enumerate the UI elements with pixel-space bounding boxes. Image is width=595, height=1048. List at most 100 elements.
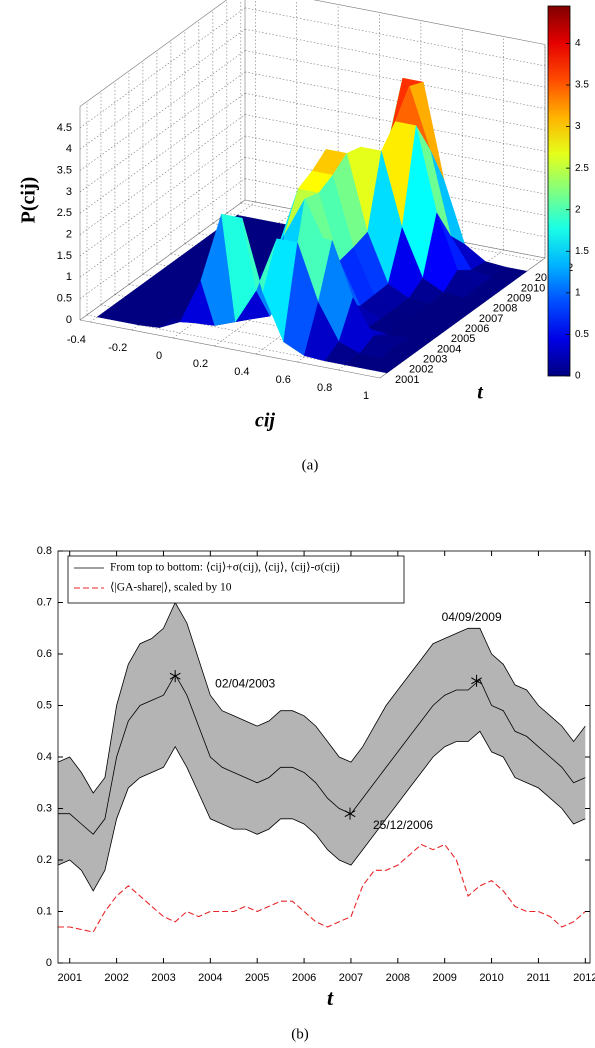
- grid-line: [79, 135, 246, 257]
- series-line: [57, 601, 586, 794]
- x-tick-label: 2003: [151, 972, 175, 984]
- star-marker: [344, 807, 356, 820]
- grid-line: [79, 114, 246, 235]
- x-tick-label: 2012: [573, 972, 595, 984]
- annotation: 02/04/2003: [215, 676, 275, 690]
- colorbar-tick-label: 0: [575, 371, 581, 382]
- colorbar-tick-label: 2.5: [575, 163, 589, 174]
- y-tick-label: 0.3: [37, 802, 52, 814]
- legend-box: [67, 555, 405, 604]
- x-axis-label: t: [327, 985, 334, 1010]
- y-tick-label: 2009: [507, 292, 531, 304]
- band-area: [58, 602, 586, 891]
- star-stroke: [344, 810, 356, 818]
- y-tick-label: 0.7: [37, 596, 52, 608]
- z-tick-label: 4.5: [57, 122, 72, 134]
- colorbar-tick-label: 1.5: [575, 246, 589, 257]
- colorbar-tick-label: 3: [575, 121, 581, 132]
- x-tick-label: 2009: [432, 972, 456, 984]
- y-tick-label: 0: [46, 957, 52, 969]
- z-tick-label: 1: [66, 271, 72, 283]
- y-tick-label: 2010: [521, 282, 545, 294]
- colorbar-tick-label: 2: [575, 204, 581, 215]
- x-tick-label: 2004: [198, 972, 222, 984]
- x-tick-label: 2001: [57, 972, 81, 984]
- z-tick-label: 0: [66, 314, 72, 326]
- x-tick-label: 0.8: [317, 382, 332, 394]
- colorbar: [547, 5, 571, 377]
- y-tick-label: 0.5: [37, 699, 52, 711]
- star-marker: [471, 674, 483, 687]
- z-tick-label: 4: [66, 143, 72, 155]
- x-tick-label: 2007: [339, 972, 363, 984]
- x-tick-label: 2006: [292, 972, 316, 984]
- x-tick-label: 0.6: [276, 374, 291, 386]
- y-tick-label: 2005: [451, 333, 475, 345]
- colorbar-tick-label: 0.5: [575, 329, 589, 340]
- x-tick-label: 2005: [245, 972, 269, 984]
- grid-line: [244, 50, 546, 109]
- y-tick-label: 2001: [395, 374, 419, 386]
- grid-line: [244, 7, 546, 67]
- x-tick-label: -0.4: [67, 334, 86, 346]
- grid-line: [79, 157, 246, 278]
- grid-line: [79, 28, 246, 150]
- grid-line: [244, 28, 546, 88]
- x-tick-label: 2002: [104, 972, 128, 984]
- y-tick-label: 2004: [437, 343, 461, 355]
- series-line: [57, 730, 586, 892]
- box-edge: [79, 319, 381, 379]
- x-tick-label: -0.2: [108, 342, 127, 354]
- y-tick-label: 0.4: [37, 751, 52, 763]
- z-tick-label: 3: [66, 186, 72, 198]
- grid-line: [79, 199, 246, 321]
- annotation: 04/09/2009: [442, 610, 502, 624]
- x-tick-label: 2010: [479, 972, 503, 984]
- box-edge: [79, 0, 227, 107]
- x-tick-label: 0: [156, 350, 162, 362]
- x-tick-label: 0.4: [234, 366, 249, 378]
- y-tick-label: 2008: [493, 303, 517, 315]
- y-tick-label: 2002: [409, 364, 433, 376]
- x-tick-label: 2008: [386, 972, 410, 984]
- z-axis-label: P(cij): [18, 177, 40, 224]
- series-line: [58, 843, 586, 933]
- x-tick-label: 1: [363, 390, 369, 402]
- y-tick-label: 0.6: [37, 648, 52, 660]
- grid-line: [79, 178, 246, 299]
- star-stroke: [169, 672, 181, 680]
- z-tick-label: 3.5: [57, 164, 72, 176]
- z-tick-label: 2: [66, 229, 72, 241]
- y-tick-label: 0.8: [37, 545, 52, 557]
- series-line: [58, 673, 586, 835]
- legend-label: ⟨|GA-share|⟩, scaled by 10: [110, 581, 232, 594]
- y-axis-label: t: [477, 382, 484, 404]
- y-tick-label: 2003: [423, 353, 447, 365]
- annotation: 25/12/2006: [373, 818, 433, 832]
- y-tick-label: 0.1: [37, 905, 52, 917]
- y-tick-label: 2006: [465, 323, 489, 335]
- z-tick-label: 2.5: [57, 207, 72, 219]
- grid-line: [79, 7, 246, 129]
- star-stroke: [471, 677, 483, 685]
- x-tick-label: 2011: [527, 972, 551, 984]
- surface-patch: [365, 358, 402, 374]
- x-axis-label: cij: [255, 410, 275, 432]
- y-tick-label: 2007: [479, 313, 503, 325]
- y-tick-label: 0.2: [37, 854, 52, 866]
- z-tick-label: 0.5: [57, 293, 72, 305]
- caption-b: (b): [291, 1026, 309, 1042]
- legend-label: From top to bottom: ⟨cij⟩+σ(cij), ⟨cij⟩,…: [110, 561, 340, 574]
- colorbar-tick-label: 3.5: [575, 80, 589, 91]
- z-tick-label: 1.5: [57, 250, 72, 262]
- colorbar-tick-label: 1: [575, 287, 581, 298]
- colorbar-tick-label: 4: [575, 38, 581, 49]
- grid-line: [79, 50, 246, 171]
- star-marker: [169, 670, 181, 683]
- grid-line: [79, 93, 246, 214]
- grid-line: [79, 71, 246, 193]
- box-edge: [313, 0, 546, 45]
- caption-a: (a): [302, 457, 319, 473]
- x-tick-label: 0.2: [193, 358, 208, 370]
